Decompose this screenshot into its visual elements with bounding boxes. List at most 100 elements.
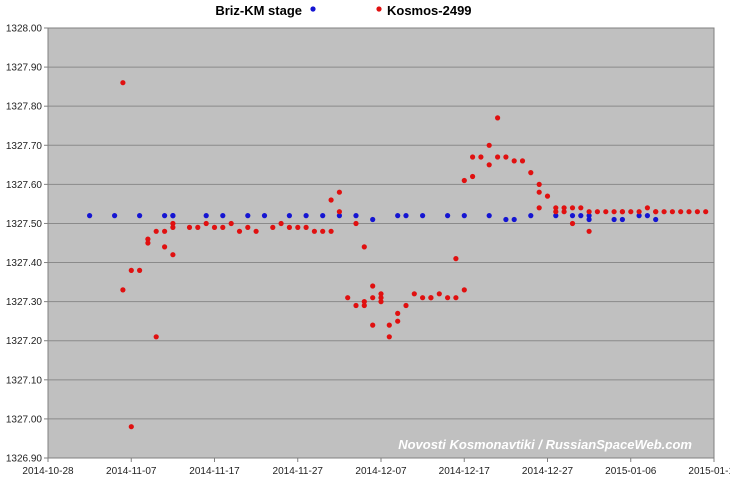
series-briz-km-stage	[87, 213, 659, 223]
data-point	[536, 205, 542, 211]
data-point	[561, 209, 567, 215]
data-point	[519, 158, 526, 164]
data-point	[461, 177, 467, 184]
data-point	[528, 213, 534, 219]
y-tick-label: 1327.50	[6, 219, 43, 230]
data-point	[420, 295, 426, 301]
data-point	[336, 209, 342, 215]
data-point	[303, 224, 309, 230]
data-point	[686, 209, 692, 215]
data-point	[453, 295, 459, 301]
data-point	[411, 291, 417, 297]
data-point	[361, 299, 367, 305]
data-point	[461, 213, 467, 219]
data-point	[586, 228, 592, 234]
data-point	[420, 213, 426, 219]
data-point	[653, 216, 659, 223]
data-point	[137, 213, 143, 219]
data-point	[236, 228, 243, 234]
data-point	[170, 224, 176, 230]
data-point	[486, 142, 492, 148]
data-point	[653, 209, 659, 215]
data-point	[370, 322, 376, 328]
data-point	[336, 189, 342, 195]
data-point	[445, 295, 451, 301]
legend: Briz-KM stage Kosmos-2499	[215, 3, 471, 18]
data-point	[370, 295, 376, 301]
x-tick-label: 2014-12-07	[355, 466, 407, 477]
data-point	[569, 205, 576, 211]
y-tick-label: 1327.90	[6, 63, 43, 74]
legend-marker-kosmos	[376, 6, 382, 12]
y-tick-label: 1327.80	[6, 102, 43, 113]
data-point	[636, 209, 642, 215]
data-point	[678, 209, 684, 215]
x-tick-label: 2014-12-17	[439, 466, 491, 477]
data-point	[353, 302, 359, 309]
data-point	[345, 295, 351, 301]
data-point	[461, 287, 467, 293]
data-point	[586, 213, 592, 219]
data-point	[536, 189, 542, 195]
data-point	[495, 154, 501, 160]
data-point	[228, 220, 234, 227]
data-point	[286, 224, 292, 230]
data-point	[270, 224, 276, 230]
data-point	[120, 287, 126, 293]
data-point	[528, 170, 534, 176]
data-point	[145, 236, 151, 242]
data-point	[611, 209, 617, 215]
data-point	[295, 224, 301, 230]
data-point	[636, 213, 642, 219]
data-point	[478, 154, 484, 160]
x-tick-label: 2014-11-27	[273, 466, 324, 477]
data-point	[436, 291, 442, 297]
data-point	[395, 213, 401, 219]
plot-area	[48, 28, 714, 458]
data-point	[378, 295, 384, 301]
data-point	[361, 244, 367, 250]
data-point	[553, 205, 559, 211]
data-point	[503, 216, 509, 223]
data-point	[644, 205, 651, 211]
data-point	[644, 213, 651, 219]
y-tick-label: 1327.30	[6, 297, 43, 308]
data-point	[395, 310, 401, 316]
data-point	[162, 213, 168, 219]
data-point	[619, 216, 626, 223]
data-point	[669, 209, 676, 215]
data-point	[661, 209, 667, 215]
data-point	[578, 213, 584, 219]
data-point	[561, 205, 567, 211]
data-point	[470, 154, 476, 160]
data-point	[120, 80, 126, 86]
data-point	[87, 213, 93, 219]
data-point	[486, 162, 492, 168]
data-point	[495, 115, 501, 121]
data-point	[311, 228, 317, 234]
data-point	[203, 213, 209, 219]
data-point	[569, 213, 576, 219]
data-point	[328, 197, 334, 203]
x-tick-label: 2015-01-16	[688, 466, 730, 477]
data-point	[128, 424, 134, 430]
x-tick-label: 2014-11-17	[189, 466, 240, 477]
data-point	[320, 228, 326, 234]
data-point	[511, 216, 517, 223]
data-point	[386, 334, 392, 340]
data-point	[278, 220, 284, 227]
data-point	[128, 267, 134, 273]
data-point	[486, 213, 492, 219]
data-point	[245, 224, 251, 230]
points-layer	[87, 80, 709, 430]
data-point	[137, 267, 143, 273]
data-point	[694, 209, 701, 215]
x-tick-label: 2014-10-28	[22, 466, 74, 477]
data-point	[353, 213, 359, 219]
y-tick-label: 1327.60	[6, 180, 43, 191]
data-point	[303, 213, 309, 219]
data-point	[245, 213, 251, 219]
watermark-annotation: Novosti Kosmonavtiki / RussianSpaceWeb.c…	[398, 437, 692, 452]
data-point	[619, 209, 626, 215]
